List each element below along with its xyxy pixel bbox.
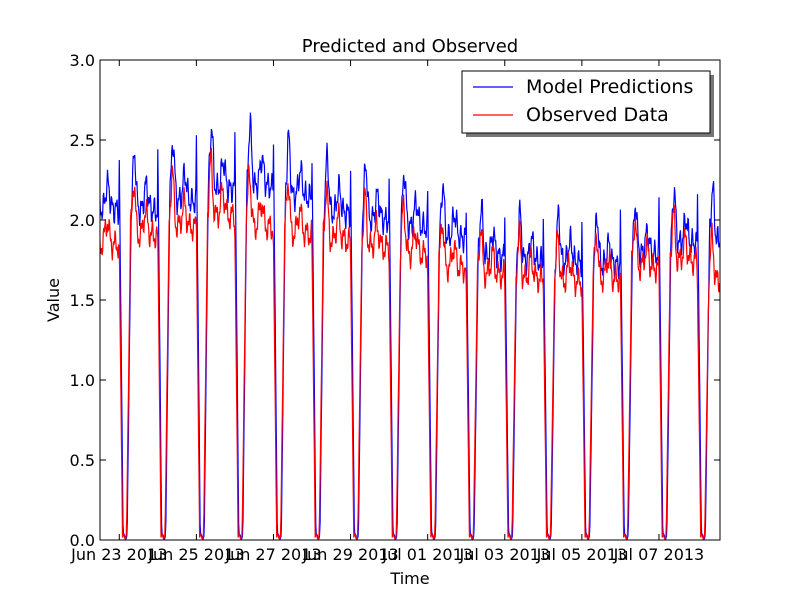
y-tick-label: 0.0	[70, 531, 95, 550]
y-tick-label: 2.5	[70, 131, 95, 150]
x-tick-label: Jul 07 2013	[613, 545, 705, 564]
plot-area	[100, 60, 720, 540]
legend-box	[461, 70, 711, 134]
x-tick-label: Jun 25 2013	[147, 545, 244, 564]
y-tick-label: 1.0	[70, 371, 95, 390]
x-tick-label: Jun 29 2013	[301, 545, 398, 564]
x-tick-label: Jul 03 2013	[458, 545, 550, 564]
legend: Model Predictions Observed Data	[461, 70, 714, 137]
x-tick-label: Jun 27 2013	[224, 545, 321, 564]
x-axis-label: Time	[389, 569, 429, 588]
x-tick-label: Jul 01 2013	[381, 545, 473, 564]
chart-title: Predicted and Observed	[302, 36, 518, 57]
x-tick-label: Jul 05 2013	[536, 545, 628, 564]
y-axis-label: Value	[44, 278, 63, 322]
y-tick-label: 1.5	[70, 291, 95, 310]
x-tick-label: Jun 23 2013	[70, 545, 167, 564]
y-tick-label: 2.0	[70, 211, 95, 230]
y-tick-label: 3.0	[70, 51, 95, 70]
y-tick-label: 0.5	[70, 451, 95, 470]
legend-label-model-predictions: Model Predictions	[526, 76, 693, 98]
legend-label-observed-data: Observed Data	[526, 104, 669, 126]
series-layer	[100, 112, 720, 540]
series-line-observed-data	[100, 147, 720, 540]
